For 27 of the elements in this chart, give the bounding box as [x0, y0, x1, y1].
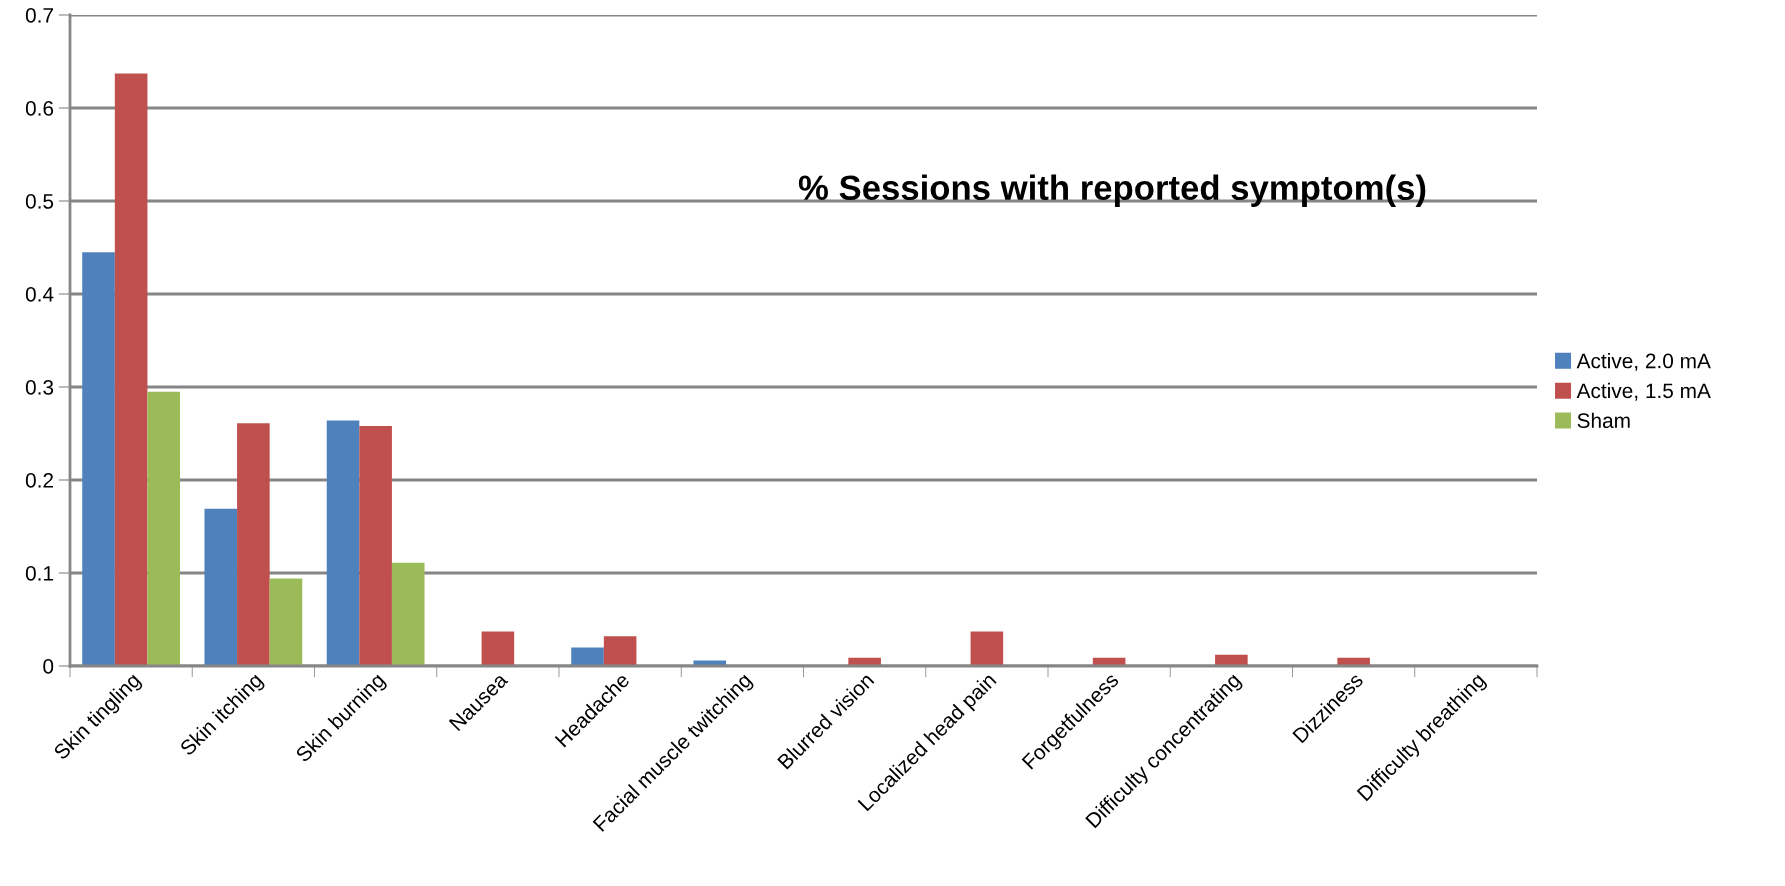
bar [970, 631, 1004, 666]
legend-label: Active, 1.5 mA [1576, 382, 1711, 401]
bar [693, 660, 727, 666]
bar [391, 562, 425, 666]
bar [82, 252, 115, 666]
text: % Sessions with reported symptom(s) [798, 174, 1426, 207]
bar [147, 391, 181, 666]
bar [1215, 654, 1248, 666]
legend-label: Sham [1577, 412, 1630, 429]
y-tick-label: 0.3 [25, 380, 54, 395]
bar [114, 73, 148, 666]
bar [326, 420, 360, 666]
bar [204, 508, 238, 666]
bar [603, 636, 637, 666]
bar [269, 578, 303, 666]
bar [481, 631, 515, 666]
y-tick-label: 0.4 [25, 287, 54, 302]
bar [359, 426, 392, 666]
bar [571, 647, 604, 666]
legend-label: Active, 2.0 mA [1576, 353, 1711, 371]
bar [237, 423, 270, 666]
y-tick-label: 0.5 [25, 194, 54, 209]
y-tick-label: 0.1 [25, 566, 54, 581]
y-tick-label: 0.2 [25, 473, 53, 488]
y-tick-label: 0.7 [25, 8, 53, 23]
y-tick-label: 0.6 [25, 101, 54, 116]
y-tick-label: 0 [43, 659, 54, 674]
